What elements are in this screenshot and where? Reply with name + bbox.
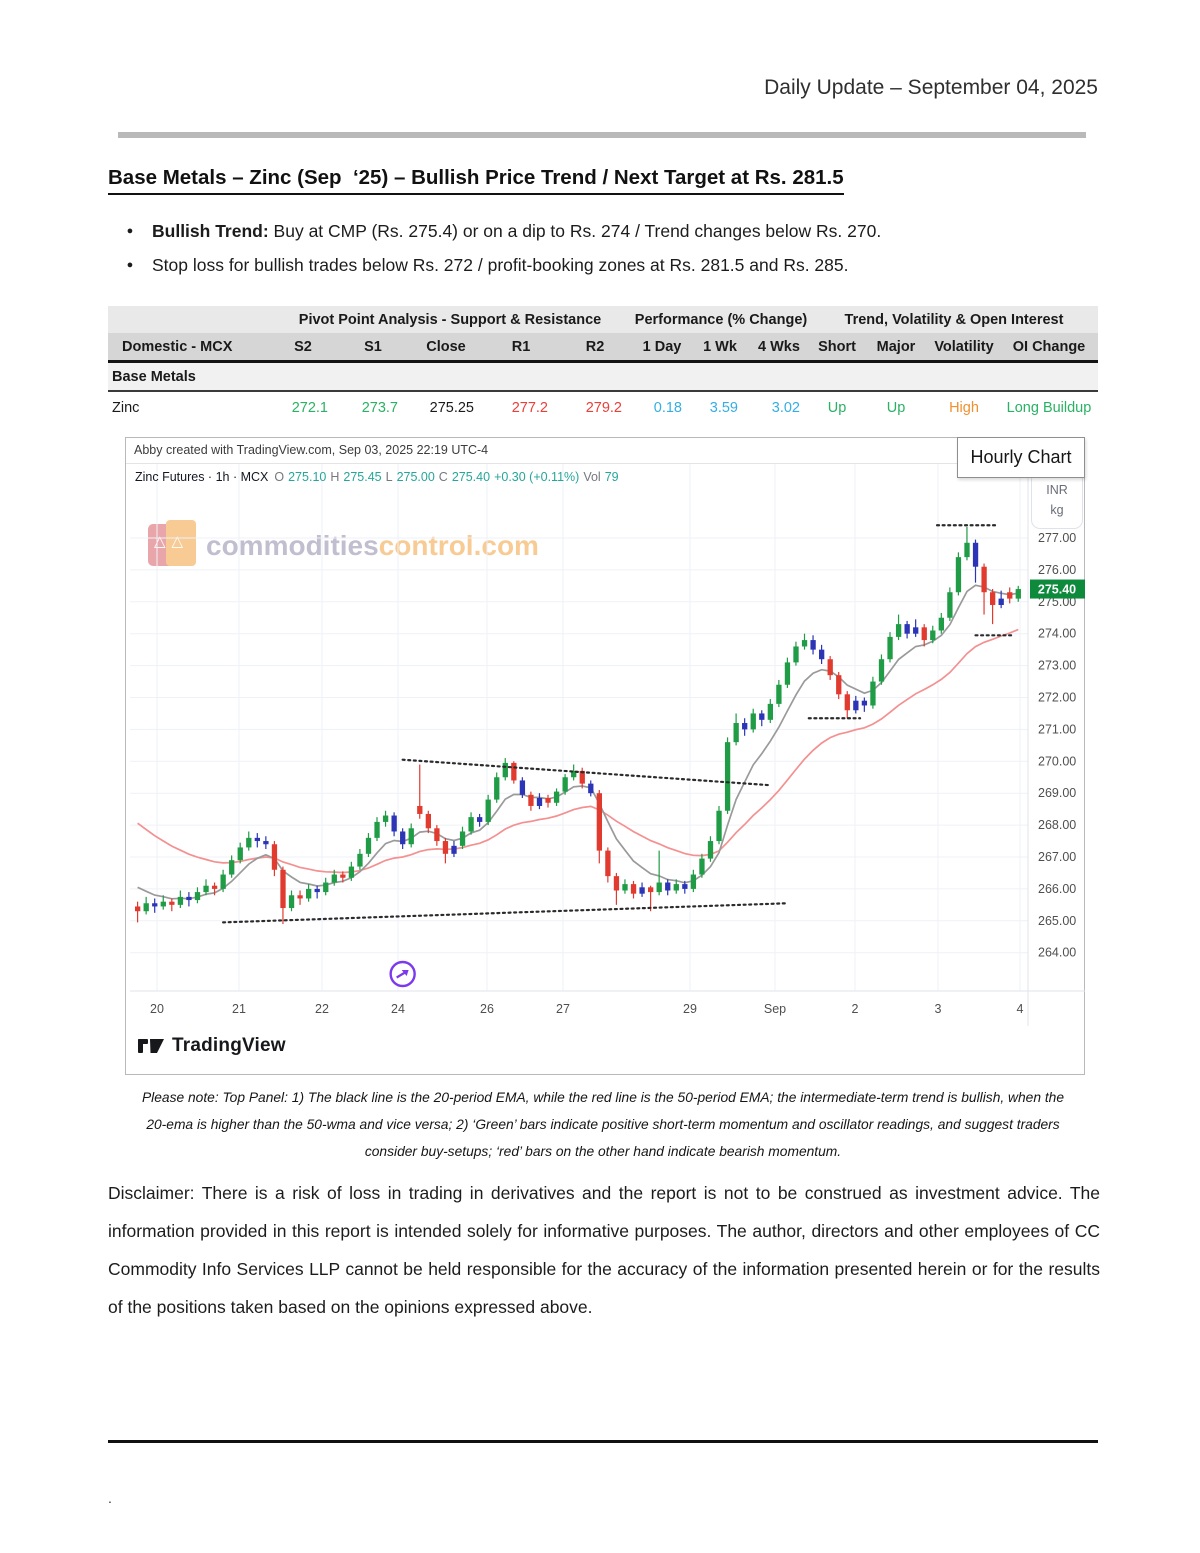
watermark: △△ commoditiescontrol.com [148,520,539,572]
unit-box: INR kg [1031,471,1083,529]
header-divider [118,132,1086,138]
column-header-1-day: 1 Day [632,333,692,363]
table-section-row: Base Metals [108,363,1098,392]
table-cell: 273.7 [338,392,408,423]
svg-text:21: 21 [232,1002,246,1016]
table-cell: 277.2 [484,392,558,423]
watermark-text-orange: control.com [378,530,539,561]
chart-notes: Please note: Top Panel: 1) The black lin… [108,1084,1098,1165]
table-group-header-0 [108,306,268,333]
bullet-item-2: ● Stop loss for bullish trades below Rs. … [108,254,1098,276]
column-header-1-wk: 1 Wk [692,333,748,363]
chart-attribution: Abby created with TradingView.com, Sep 0… [126,438,1084,464]
disclaimer-text: Disclaimer: There is a risk of loss in t… [108,1183,1100,1317]
chart-legend: Zinc Futures · 1h · MCX O 275.10 H 275.45 L 27… [135,470,619,484]
candlestick-plot: 277.00276.00275.00274.00273.00272.00271.… [130,464,1085,1026]
svg-text:269.00: 269.00 [1038,786,1076,800]
svg-text:275.40: 275.40 [1038,583,1076,597]
bullet-dot: ● [126,259,134,271]
report-date: Daily Update – September 04, 2025 [764,76,1098,99]
svg-text:270.00: 270.00 [1038,754,1076,768]
table-cell: Up [864,392,928,423]
column-header-s1: S1 [338,333,408,363]
unit-currency: INR [1046,483,1068,497]
svg-text:Sep: Sep [764,1002,786,1016]
column-header-r1: R1 [484,333,558,363]
svg-text:264.00: 264.00 [1038,946,1076,960]
svg-text:22: 22 [315,1002,329,1016]
svg-text:267.00: 267.00 [1038,850,1076,864]
bullet-dot: ● [126,225,134,237]
footer-divider [108,1440,1098,1443]
column-header-volatility: Volatility [928,333,1000,363]
svg-text:26: 26 [480,1002,494,1016]
table-group-header-1: Pivot Point Analysis - Support & Resista… [268,306,632,333]
note-line-2: 20-ema is higher than the 50-wma and vic… [146,1117,1060,1132]
section-title: Base Metals – Zinc (Sep ‘25) – Bullish P… [108,166,844,195]
tradingview-logo-icon [138,1039,164,1053]
bullet-item-1: ● Bullish Trend: Buy at CMP (Rs. 275.4) o… [108,220,1098,242]
tradingview-logo: TradingView [138,1034,286,1058]
table-cell: Up [810,392,864,423]
tradingview-logo-text: TradingView [172,1035,286,1056]
table-cell: 3.59 [692,392,748,423]
column-header-s2: S2 [268,333,338,363]
table-cell: 275.25 [408,392,484,423]
watermark-logo-icon: △△ [148,520,198,572]
watermark-text-gray: commodities [206,530,379,561]
svg-text:268.00: 268.00 [1038,818,1076,832]
table-group-header-2: Performance (% Change) [632,306,810,333]
column-header-oi-change: OI Change [1000,333,1098,363]
column-header-close: Close [408,333,484,363]
svg-text:277.00: 277.00 [1038,531,1076,545]
table-cell: Long Buildup [1000,392,1098,423]
footer-dot: . [108,1490,112,1506]
svg-text:272.00: 272.00 [1038,691,1076,705]
table-cell: High [928,392,1000,423]
hourly-chart-label: Hourly Chart [957,437,1085,478]
price-chart: Abby created with TradingView.com, Sep 0… [125,437,1085,1075]
note-line-1: Please note: Top Panel: 1) The black lin… [141,1090,1065,1105]
bullet-list: ● Bullish Trend: Buy at CMP (Rs. 275.4) o… [108,220,1098,288]
column-header-r2: R2 [558,333,632,363]
note-line-3: consider buy-setups; ‘red’ bars on the o… [364,1144,842,1159]
svg-text:24: 24 [391,1002,405,1016]
svg-text:29: 29 [683,1002,697,1016]
svg-text:276.00: 276.00 [1038,563,1076,577]
table-cell: 0.18 [632,392,692,423]
column-header-4-wks: 4 Wks [748,333,810,363]
column-header-domestic-mcx: Domestic - MCX [108,333,268,363]
svg-text:266.00: 266.00 [1038,882,1076,896]
bullet-text: Bullish Trend: Buy at CMP (Rs. 275.4) or… [152,221,882,241]
table-cell: 3.02 [748,392,810,423]
svg-text:273.00: 273.00 [1038,659,1076,673]
svg-text:271.00: 271.00 [1038,722,1076,736]
svg-text:4: 4 [1017,1002,1024,1016]
svg-text:27: 27 [556,1002,570,1016]
pivot-table: Pivot Point Analysis - Support & Resista… [108,306,1098,423]
table-group-header-3: Trend, Volatility & Open Interest [810,306,1098,333]
table-cell: 272.1 [268,392,338,423]
bullet-text: Stop loss for bullish trades below Rs. 2… [152,255,849,275]
unit-weight: kg [1050,503,1064,517]
svg-text:2: 2 [852,1002,859,1016]
column-header-major: Major [864,333,928,363]
svg-text:265.00: 265.00 [1038,914,1076,928]
column-header-short: Short [810,333,864,363]
svg-text:20: 20 [150,1002,164,1016]
svg-text:274.00: 274.00 [1038,627,1076,641]
row-label-zinc: Zinc [108,392,268,423]
svg-text:3: 3 [935,1002,942,1016]
table-cell: 279.2 [558,392,632,423]
